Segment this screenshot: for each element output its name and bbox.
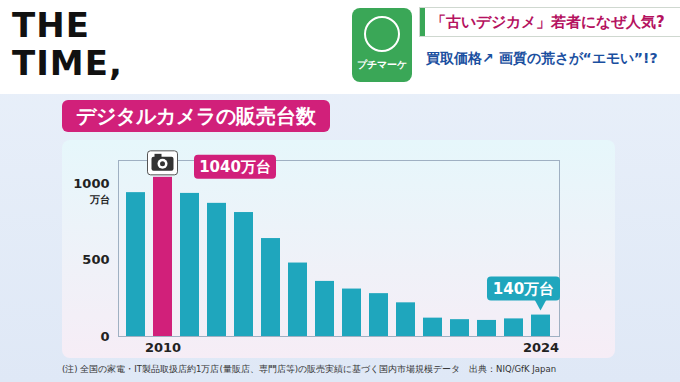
html-text:TIME,: TIME, bbox=[12, 43, 123, 83]
svg-text:2024: 2024 bbox=[523, 340, 559, 355]
html-text:プチマーケ: プチマーケ bbox=[357, 59, 407, 70]
svg-text:500: 500 bbox=[82, 252, 109, 267]
html-text:買取価格↗ 画質の荒さが“エモい”!?: 買取価格↗ 画質の荒さが“エモい”!? bbox=[426, 50, 658, 66]
html-text:(注) 全国の家電・IT製品取扱店約1万店(量販店、専門店等: (注) 全国の家電・IT製品取扱店約1万店(量販店、専門店等)の販売実績に基づく… bbox=[62, 364, 557, 374]
svg-text:1040万台: 1040万台 bbox=[199, 158, 271, 176]
svg-text:1000: 1000 bbox=[73, 176, 109, 191]
html-text:「古いデジカメ」若者になぜ人気?: 「古いデジカメ」若者になぜ人気? bbox=[431, 13, 665, 31]
html-text:デジタルカメラの販売台数: デジタルカメラの販売台数 bbox=[76, 104, 316, 128]
svg-text:0: 0 bbox=[100, 329, 109, 344]
html-text:THE: THE bbox=[12, 5, 90, 45]
svg-text:140万台: 140万台 bbox=[493, 280, 554, 298]
svg-text:万台: 万台 bbox=[89, 194, 110, 205]
svg-text:2010: 2010 bbox=[145, 340, 181, 355]
